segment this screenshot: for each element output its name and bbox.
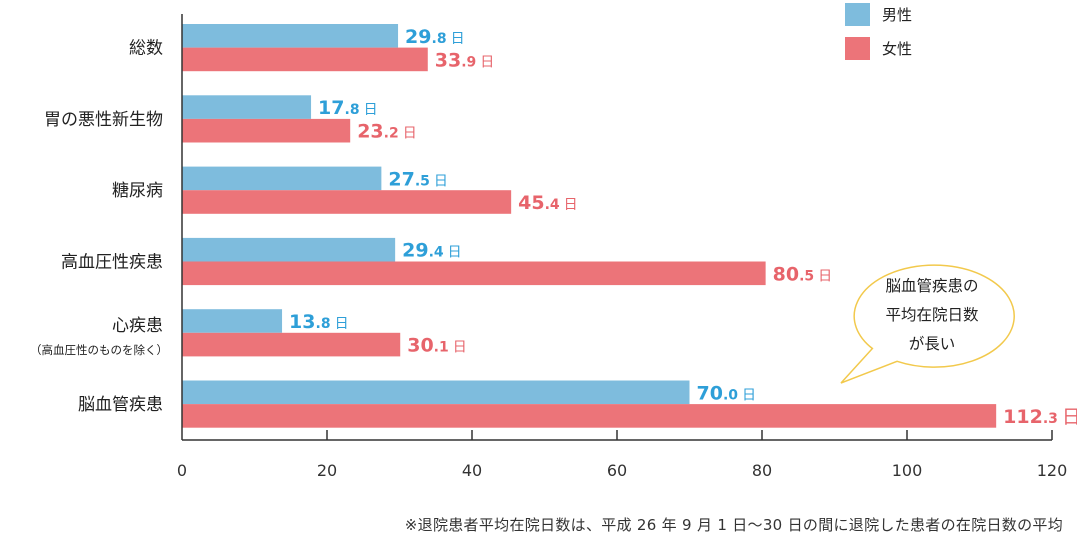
value-label-female-3: 80.5 日 <box>773 263 833 285</box>
category-label-5: 脳血管疾患 <box>78 395 163 415</box>
x-tick-label-80: 80 <box>752 461 772 480</box>
value-label-male-0: 29.8 日 <box>405 26 465 48</box>
footnote: ※退院患者平均在院日数は、平成 26 年 9 月 1 日〜30 日の間に退院した… <box>404 516 1063 534</box>
value-label-male-1: 17.8 日 <box>318 97 378 119</box>
value-label-female-4: 30.1 日 <box>407 335 467 357</box>
value-unit: 日 <box>434 173 448 189</box>
legend-label-female: 女性 <box>882 40 912 58</box>
value-dec: .5 <box>799 268 814 284</box>
value-int: 112 <box>1003 406 1043 428</box>
bar-female-1 <box>182 118 351 143</box>
value-label-male-5: 70.0 日 <box>697 382 757 404</box>
value-label-male-2: 27.5 日 <box>388 168 448 190</box>
value-unit: 日 <box>335 316 349 332</box>
legend-swatch-female <box>845 37 870 60</box>
value-unit: 日 <box>451 31 465 47</box>
bar-female-5 <box>182 404 997 428</box>
value-dec: .9 <box>461 54 476 70</box>
value-int: 29 <box>405 26 431 48</box>
category-label-0: 総数 <box>129 39 163 59</box>
value-dec: .2 <box>384 126 399 142</box>
value-dec: .0 <box>723 387 738 403</box>
value-labels: 29.8 日33.9 日17.8 日23.2 日27.5 日45.4 日29.4 日80.5 日… <box>289 26 1077 428</box>
value-label-female-2: 45.4 日 <box>518 192 578 214</box>
callout-text: 脳血管疾患の 平均在院日数 が長い <box>842 272 1022 359</box>
category-label-3: 高血圧性疾患 <box>61 253 163 273</box>
value-unit: 日 <box>480 54 494 70</box>
value-int: 70 <box>697 382 723 404</box>
x-ticks: 0 20 40 60 80 100 120 <box>177 430 1067 480</box>
value-unit: 日 <box>1062 406 1077 428</box>
bar-female-3 <box>182 261 766 286</box>
x-tick-label-100: 100 <box>892 461 923 480</box>
value-int: 30 <box>407 335 433 357</box>
callout-line-2: 平均在院日数 <box>885 306 979 324</box>
value-unit: 日 <box>364 102 378 118</box>
value-int: 27 <box>388 168 414 190</box>
bar-male-4 <box>182 309 283 333</box>
x-tick-label-60: 60 <box>607 461 627 480</box>
bar-male-3 <box>182 237 396 262</box>
value-int: 33 <box>435 49 461 71</box>
category-sublabel-4: （高血圧性のものを除く） <box>30 343 168 357</box>
value-dec: .8 <box>316 316 331 332</box>
category-label-4: 心疾患 <box>112 316 163 336</box>
bars-group <box>182 24 997 428</box>
value-int: 29 <box>402 240 428 262</box>
x-tick-label-120: 120 <box>1037 461 1068 480</box>
value-int: 45 <box>518 192 544 214</box>
speech-bubble-shape <box>840 264 1015 384</box>
bar-male-2 <box>182 166 382 191</box>
value-unit: 日 <box>453 340 467 356</box>
value-dec: .4 <box>545 197 560 213</box>
value-label-female-1: 23.2 日 <box>357 121 417 143</box>
x-tick-label-40: 40 <box>462 461 482 480</box>
callout-line-1: 脳血管疾患の <box>885 277 979 295</box>
value-label-female-5: 112.3 日 <box>1003 406 1077 428</box>
bar-female-2 <box>182 190 512 214</box>
legend-label-male: 男性 <box>882 6 912 24</box>
value-unit: 日 <box>742 387 756 403</box>
bar-female-0 <box>182 47 428 72</box>
value-unit: 日 <box>448 245 462 261</box>
bar-male-5 <box>182 380 690 405</box>
value-dec: .8 <box>432 31 447 47</box>
bar-male-1 <box>182 95 312 119</box>
value-int: 23 <box>357 121 383 143</box>
value-dec: .8 <box>345 102 360 118</box>
legend-swatch-male <box>845 3 870 26</box>
value-int: 17 <box>318 97 344 119</box>
value-dec: .3 <box>1043 411 1058 427</box>
bar-female-4 <box>182 332 401 357</box>
category-label-1: 胃の悪性新生物 <box>44 110 163 130</box>
x-tick-label-0: 0 <box>177 461 187 480</box>
value-label-male-3: 29.4 日 <box>402 240 462 262</box>
x-tick-label-20: 20 <box>317 461 337 480</box>
value-int: 80 <box>773 263 799 285</box>
speech-bubble-callout: 脳血管疾患の 平均在院日数 が長い <box>840 262 1022 384</box>
category-label-2: 糖尿病 <box>112 181 163 201</box>
value-int: 13 <box>289 311 315 333</box>
value-unit: 日 <box>403 126 417 142</box>
value-label-male-4: 13.8 日 <box>289 311 349 333</box>
value-unit: 日 <box>564 197 578 213</box>
value-dec: .1 <box>434 340 449 356</box>
value-label-female-0: 33.9 日 <box>435 49 495 71</box>
value-dec: .4 <box>429 245 444 261</box>
callout-line-3: が長い <box>908 335 956 353</box>
bar-male-0 <box>182 24 399 48</box>
value-unit: 日 <box>818 268 832 284</box>
value-dec: .5 <box>415 173 430 189</box>
